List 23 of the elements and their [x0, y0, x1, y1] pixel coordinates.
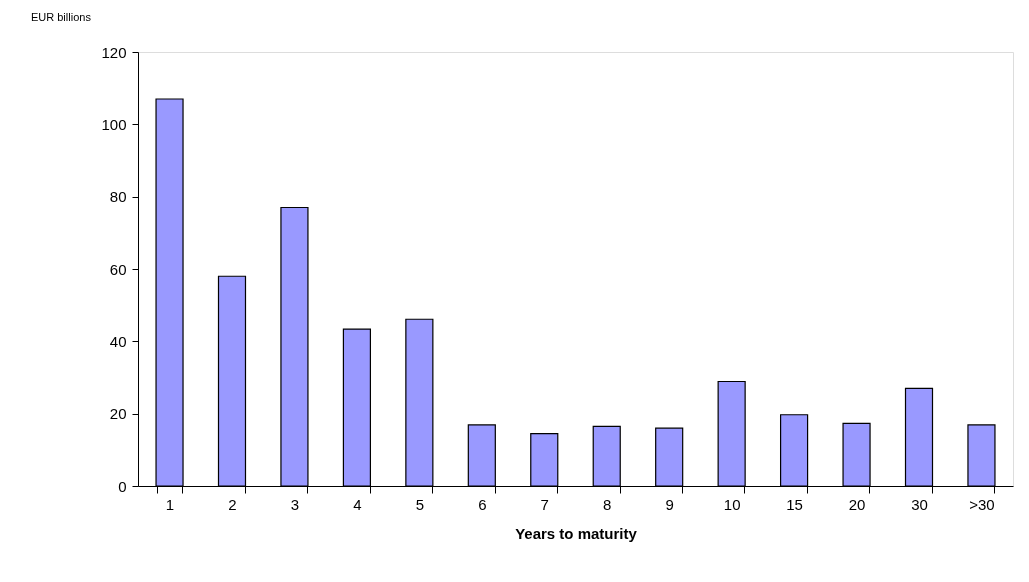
x-tick-label: 10: [723, 495, 741, 513]
y-tick-label: 0: [118, 477, 127, 495]
x-tick-label: 2: [228, 495, 237, 513]
y-tick-label: 60: [109, 260, 127, 278]
x-tick-label: 5: [415, 495, 425, 513]
x-tick-label: 30: [911, 495, 928, 513]
x-tick-label: 20: [848, 495, 866, 513]
x-tick-label: 7: [540, 495, 549, 513]
x-tick-label: 9: [665, 495, 674, 513]
x-tick-label: 8: [603, 495, 612, 513]
y-tick-label: 20: [109, 405, 127, 423]
x-tick-label: 15: [786, 495, 803, 513]
x-tick-label: 3: [290, 495, 300, 513]
y-axis-title: EUR billions: [30, 11, 92, 23]
x-tick-label: 1: [165, 495, 175, 513]
y-tick-label: 100: [101, 115, 127, 133]
x-tick-label: 6: [478, 495, 487, 513]
x-axis-title: Years to maturity: [515, 524, 638, 542]
x-tick-label: >30: [969, 495, 995, 513]
y-tick-label: 80: [109, 188, 127, 206]
x-tick-label: 4: [353, 495, 362, 513]
y-tick-label: 120: [101, 43, 127, 61]
y-tick-label: 40: [109, 332, 127, 350]
